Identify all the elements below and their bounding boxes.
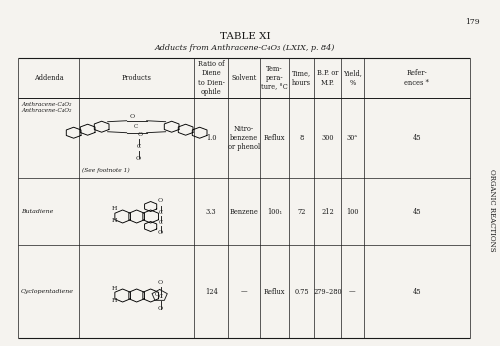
Text: 279–280: 279–280	[314, 288, 342, 295]
Text: H: H	[112, 219, 117, 224]
Text: O: O	[158, 199, 163, 203]
Text: 72: 72	[298, 208, 306, 216]
Text: 30ᵃ: 30ᵃ	[347, 134, 358, 142]
Text: 0.75: 0.75	[294, 288, 309, 295]
Text: Tem-
pera-
ture, °C: Tem- pera- ture, °C	[261, 65, 288, 91]
Text: O: O	[130, 114, 135, 119]
Text: 3.3: 3.3	[206, 208, 216, 216]
Text: Anthracene-C₄O₂
Anthracene-C₄O₂: Anthracene-C₄O₂ Anthracene-C₄O₂	[21, 102, 71, 113]
Text: Time,
hours: Time, hours	[292, 70, 311, 86]
Text: O: O	[158, 229, 163, 235]
Text: 179: 179	[464, 18, 479, 26]
Text: B.P. or
M.P.: B.P. or M.P.	[317, 70, 338, 86]
Text: Yield,
%: Yield, %	[343, 70, 362, 86]
Text: C: C	[158, 294, 162, 300]
Text: 212: 212	[321, 208, 334, 216]
Text: —: —	[240, 288, 248, 295]
Text: C: C	[134, 124, 138, 129]
Text: Solvent: Solvent	[232, 74, 256, 82]
Text: —: —	[349, 288, 356, 295]
Text: 300: 300	[322, 134, 334, 142]
Text: 100₁: 100₁	[267, 208, 282, 216]
Text: 45: 45	[412, 208, 421, 216]
Text: 8: 8	[300, 134, 304, 142]
Text: Reflux: Reflux	[264, 288, 285, 295]
Text: Refer-
ences *: Refer- ences *	[404, 70, 429, 86]
Text: Cyclopentadiene: Cyclopentadiene	[21, 289, 74, 294]
Text: Benzene: Benzene	[230, 208, 258, 216]
Text: C: C	[158, 209, 162, 215]
Text: O: O	[158, 280, 163, 284]
Text: 1.0: 1.0	[206, 134, 216, 142]
Text: Reflux: Reflux	[264, 134, 285, 142]
Text: C: C	[136, 144, 140, 149]
Text: 45: 45	[412, 288, 421, 295]
Text: TABLE XI: TABLE XI	[220, 32, 270, 41]
Text: Butadiene: Butadiene	[21, 209, 54, 214]
Text: C: C	[158, 219, 162, 225]
Text: O: O	[154, 291, 159, 297]
Text: O: O	[138, 132, 143, 137]
Text: ORGANIC REACTIONS: ORGANIC REACTIONS	[488, 169, 496, 251]
Text: 45: 45	[412, 134, 421, 142]
Text: Addenda: Addenda	[34, 74, 64, 82]
Text: Products: Products	[122, 74, 152, 82]
Text: Nitro-
benzene
or phenol: Nitro- benzene or phenol	[228, 125, 260, 151]
Text: H: H	[112, 298, 117, 302]
Text: O: O	[136, 156, 141, 161]
Text: H: H	[112, 285, 117, 291]
Text: Adducts from Anthracene-C₄O₃ (LXIX, p. 84): Adducts from Anthracene-C₄O₃ (LXIX, p. 8…	[155, 44, 335, 52]
Text: H: H	[112, 207, 117, 211]
Text: 124: 124	[205, 288, 218, 295]
Text: 100: 100	[346, 208, 358, 216]
Text: O: O	[158, 307, 163, 311]
Text: Ratio of
Diene
to Dien-
ophile: Ratio of Diene to Dien- ophile	[198, 60, 224, 96]
Text: (See footnote 1): (See footnote 1)	[82, 168, 130, 173]
